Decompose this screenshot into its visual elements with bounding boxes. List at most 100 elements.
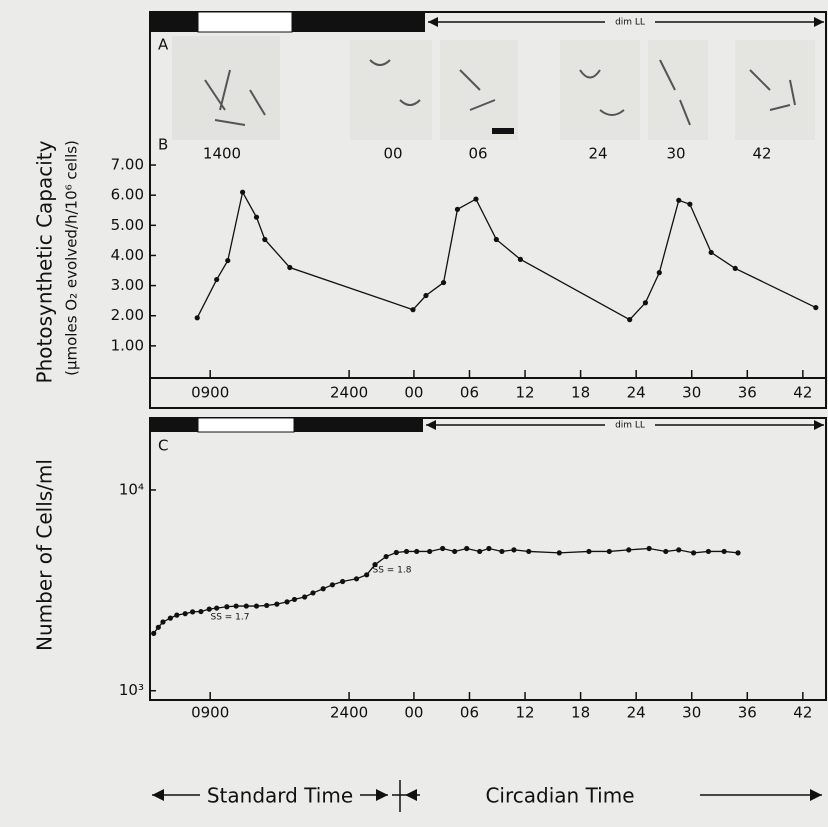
data-point [493, 236, 499, 243]
data-point [233, 603, 239, 609]
data-point [556, 550, 562, 556]
data-point [243, 603, 249, 609]
image-label: 06 [468, 145, 487, 163]
footer-label: Circadian Time [485, 784, 634, 808]
data-point [486, 545, 492, 552]
data-point [253, 603, 260, 609]
data-point [410, 307, 416, 313]
x-tick-label: 12 [515, 704, 534, 722]
x-tick-label: 24 [627, 704, 646, 722]
data-point [606, 548, 612, 555]
dark-period [294, 418, 423, 432]
data-point [340, 578, 346, 585]
data-point [705, 548, 711, 555]
y-axis-title: Photosynthetic Capacity [33, 140, 57, 383]
arrow-label-bg [605, 16, 655, 28]
data-point [253, 214, 260, 220]
y-tick-label: 4.00 [111, 246, 144, 264]
data-point [440, 279, 447, 286]
x-tick-label: 42 [793, 384, 812, 402]
x-tick-label: 18 [571, 704, 590, 722]
micrograph [648, 40, 708, 140]
data-point [473, 196, 479, 202]
annotation: SS = 1.7 [210, 613, 249, 623]
y-tick-label: 1.00 [111, 336, 144, 354]
panel-label: A [158, 36, 169, 54]
micrograph [560, 40, 640, 140]
dark-period [150, 418, 198, 432]
data-point [291, 596, 298, 603]
data-point [194, 315, 200, 321]
y-tick-label: 10³ [119, 681, 144, 699]
data-point [310, 590, 316, 596]
data-point [329, 582, 336, 588]
data-point [526, 548, 532, 555]
data-point [454, 206, 461, 212]
data-point [403, 548, 410, 555]
light-label: dim LL [615, 18, 645, 28]
y-tick-label: 6.00 [111, 186, 144, 204]
data-point [225, 257, 231, 264]
data-point [214, 276, 220, 283]
data-point [663, 548, 669, 555]
y-tick-label: 7.00 [111, 156, 144, 174]
y-tick-label: 10⁴ [119, 480, 144, 498]
data-point [423, 292, 429, 299]
x-tick-label: 36 [738, 704, 757, 722]
data-point [240, 189, 246, 195]
x-tick-label: 36 [738, 384, 757, 402]
data-point [676, 197, 682, 203]
data-point [302, 594, 308, 600]
data-point [174, 612, 180, 618]
data-point [735, 550, 741, 556]
data-line [196, 190, 817, 321]
image-label: 42 [752, 145, 771, 163]
data-point [320, 586, 326, 592]
data-point [586, 548, 592, 555]
x-tick-label: 0900 [191, 384, 229, 402]
dark-period [150, 12, 198, 32]
light-period [197, 417, 295, 433]
image-label: 1400 [203, 145, 241, 163]
y-axis-title: Number of Cells/ml [33, 459, 57, 651]
data-point [274, 601, 280, 607]
data-point [626, 547, 632, 553]
data-point [155, 624, 161, 630]
panel-label: C [158, 437, 168, 455]
data-point [499, 548, 505, 555]
panel-label: B [158, 136, 168, 154]
data-point [189, 609, 196, 615]
x-tick-label: 06 [460, 704, 479, 722]
data-point [372, 561, 378, 568]
x-tick-label: 2400 [330, 704, 368, 722]
data-point [646, 545, 652, 552]
data-point [656, 270, 662, 276]
data-point [687, 201, 693, 207]
x-tick-label: 24 [627, 384, 646, 402]
data-point [464, 545, 470, 552]
y-axis-units: (μmoles O₂ evolved/h/10⁶ cells) [63, 140, 81, 376]
micrograph [735, 40, 815, 140]
data-point [287, 264, 293, 271]
data-point [676, 547, 682, 553]
image-label: 00 [383, 145, 402, 163]
panel-frame [149, 417, 827, 701]
y-tick-label: 3.00 [111, 276, 144, 294]
x-tick-label: 0900 [191, 704, 229, 722]
data-point [364, 572, 370, 578]
data-point [198, 608, 204, 615]
data-point [160, 619, 166, 625]
image-label: 24 [588, 145, 607, 163]
data-point [182, 611, 188, 617]
x-tick-label: 00 [404, 704, 423, 722]
micrograph [350, 40, 432, 140]
x-tick-label: 00 [404, 384, 423, 402]
annotation: SS = 1.8 [372, 566, 411, 576]
tick-band [149, 377, 827, 409]
x-tick-label: 30 [682, 384, 701, 402]
data-point [813, 304, 819, 311]
data-point [511, 547, 517, 553]
data-point [151, 630, 157, 636]
data-point [214, 605, 220, 611]
data-point [393, 549, 399, 556]
